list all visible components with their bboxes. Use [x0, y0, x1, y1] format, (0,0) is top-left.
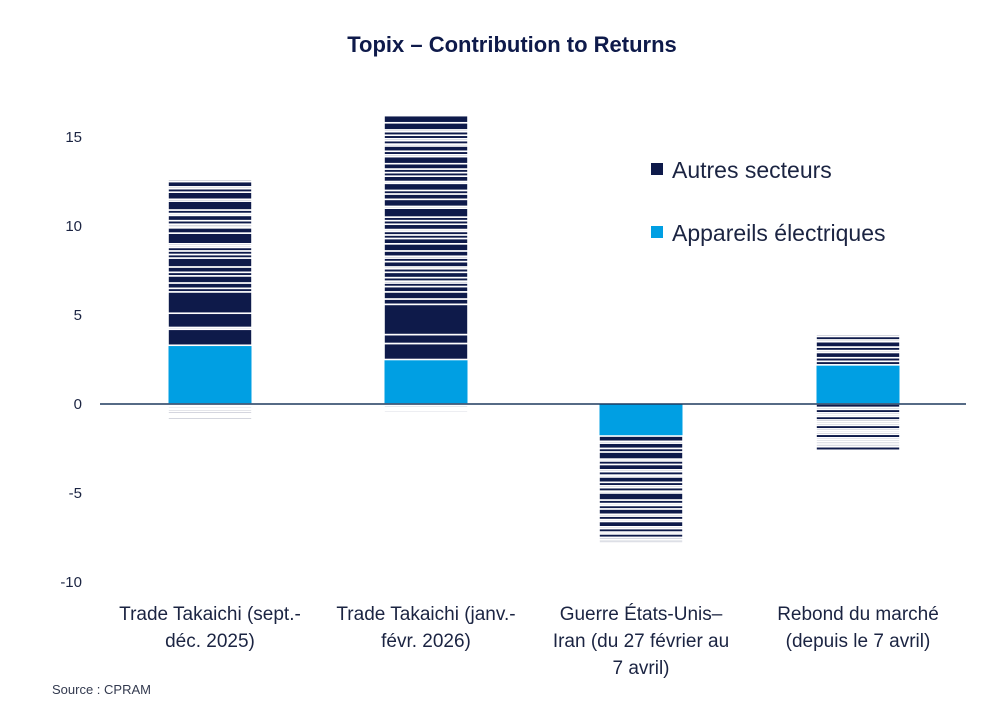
- bar-segment-other-sectors: [598, 540, 684, 544]
- x-category-label: Trade Takaichi (sept.- déc. 2025): [119, 604, 301, 652]
- bar-segment-other-sectors: [383, 121, 469, 131]
- bar-electrical-appliances: [383, 359, 469, 405]
- bar-segment-other-sectors: [383, 298, 469, 306]
- bar-segment-other-sectors: [383, 271, 469, 279]
- bar-segment-other-sectors: [383, 250, 469, 258]
- bar-segment-other-sectors: [383, 291, 469, 300]
- bar-segment-other-sectors: [167, 275, 253, 284]
- bar-segment-other-sectors: [167, 200, 253, 211]
- bar-segment-other-sectors: [167, 266, 253, 274]
- x-category-label-line: Iran (du 27 février au: [553, 631, 729, 652]
- bar-segment-other-sectors: [383, 145, 469, 153]
- bar-segment-other-sectors: [815, 333, 901, 338]
- x-category-label-line: Trade Takaichi (sept.-: [119, 604, 301, 625]
- bar-segment-other-sectors: [167, 282, 253, 290]
- bar-segment-other-sectors: [815, 445, 901, 452]
- bar-electrical-appliances: [598, 403, 684, 437]
- bar-segment-other-sectors: [815, 340, 901, 348]
- bar-segment-other-sectors: [167, 328, 253, 347]
- chart-title: Topix – Contribution to Returns: [347, 32, 677, 57]
- x-category-label-line: déc. 2025): [165, 631, 255, 652]
- bar-segment-other-sectors: [383, 198, 469, 208]
- bar-group: [167, 178, 253, 420]
- bar-segment-other-sectors: [383, 342, 469, 361]
- bar-segment-other-sectors: [167, 312, 253, 329]
- bar-segment-other-sectors: [598, 476, 684, 484]
- y-tick-label: -5: [69, 485, 82, 502]
- legend-label: Autres secteurs: [672, 157, 832, 183]
- x-category-label-line: Guerre États-Unis–: [560, 604, 723, 625]
- bar-segment-other-sectors: [598, 492, 684, 501]
- x-category-label: Guerre États-Unis– Iran (du 27 février au…: [553, 604, 729, 679]
- legend: Autres secteurs Appareils électriques: [651, 157, 886, 246]
- bar-segment-other-sectors: [598, 451, 684, 460]
- bar-segment-other-sectors: [383, 182, 469, 192]
- y-axis: 15 10 5 0 -5 -10: [60, 129, 82, 591]
- bar-segment-other-sectors: [167, 226, 253, 234]
- x-category-label-line: Rebond du marché: [777, 604, 939, 625]
- bar-electrical-appliances: [167, 344, 253, 405]
- x-category-label-line: févr. 2026): [381, 631, 471, 652]
- bar-segment-other-sectors: [167, 416, 253, 420]
- bar-segment-other-sectors: [383, 333, 469, 345]
- x-category-label: Trade Takaichi (janv.- févr. 2026): [336, 604, 515, 652]
- bar-segment-other-sectors: [383, 223, 469, 231]
- bar-segment-other-sectors: [167, 214, 253, 222]
- bars: [167, 114, 901, 544]
- bar-segment-other-sectors: [167, 191, 253, 201]
- bar-electrical-appliances: [815, 364, 901, 405]
- bar-segment-other-sectors: [383, 303, 469, 336]
- bar-segment-other-sectors: [598, 520, 684, 528]
- bar-segment-other-sectors: [383, 114, 469, 124]
- bar-segment-other-sectors: [383, 285, 469, 293]
- bar-segment-other-sectors: [383, 155, 469, 165]
- bar-segment-other-sectors: [167, 232, 253, 245]
- source-note: Source : CPRAM: [52, 682, 151, 697]
- bar-segment-other-sectors: [598, 463, 684, 471]
- x-category-label: Rebond du marché (depuis le 7 avril): [777, 604, 939, 652]
- y-tick-label: 5: [74, 307, 82, 324]
- bar-group: [815, 333, 901, 452]
- bar-segment-other-sectors: [383, 162, 469, 170]
- bar-segment-other-sectors: [383, 237, 469, 245]
- x-category-label-line: Trade Takaichi (janv.-: [336, 604, 515, 625]
- legend-label: Appareils électriques: [672, 220, 886, 246]
- bar-segment-other-sectors: [383, 260, 469, 268]
- bar-segment-other-sectors: [167, 178, 253, 183]
- y-tick-label: 0: [74, 396, 82, 413]
- bar-segment-other-sectors: [167, 180, 253, 188]
- bar-group: [383, 114, 469, 418]
- x-category-label-line: (depuis le 7 avril): [786, 631, 931, 652]
- legend-swatch: [651, 163, 663, 175]
- legend-swatch: [651, 226, 663, 238]
- bar-segment-other-sectors: [383, 243, 469, 252]
- bar-segment-other-sectors: [167, 291, 253, 315]
- x-category-label-line: 7 avril): [612, 658, 669, 679]
- bar-segment-other-sectors: [167, 257, 253, 268]
- bar-segment-other-sectors: [598, 442, 684, 450]
- bar-segment-other-sectors: [383, 193, 469, 201]
- bar-segment-other-sectors: [598, 508, 684, 516]
- bar-segment-other-sectors: [383, 175, 469, 183]
- bar-group: [598, 403, 684, 544]
- y-tick-label: 10: [65, 218, 82, 235]
- bar-segment-other-sectors: [598, 435, 684, 443]
- bar-segment-other-sectors: [383, 414, 469, 418]
- bar-segment-other-sectors: [815, 351, 901, 359]
- category-labels: Trade Takaichi (sept.-déc. 2025)Trade Ta…: [119, 604, 939, 679]
- y-tick-label: -10: [60, 574, 82, 591]
- bar-segment-other-sectors: [383, 207, 469, 218]
- y-tick-label: 15: [65, 129, 82, 146]
